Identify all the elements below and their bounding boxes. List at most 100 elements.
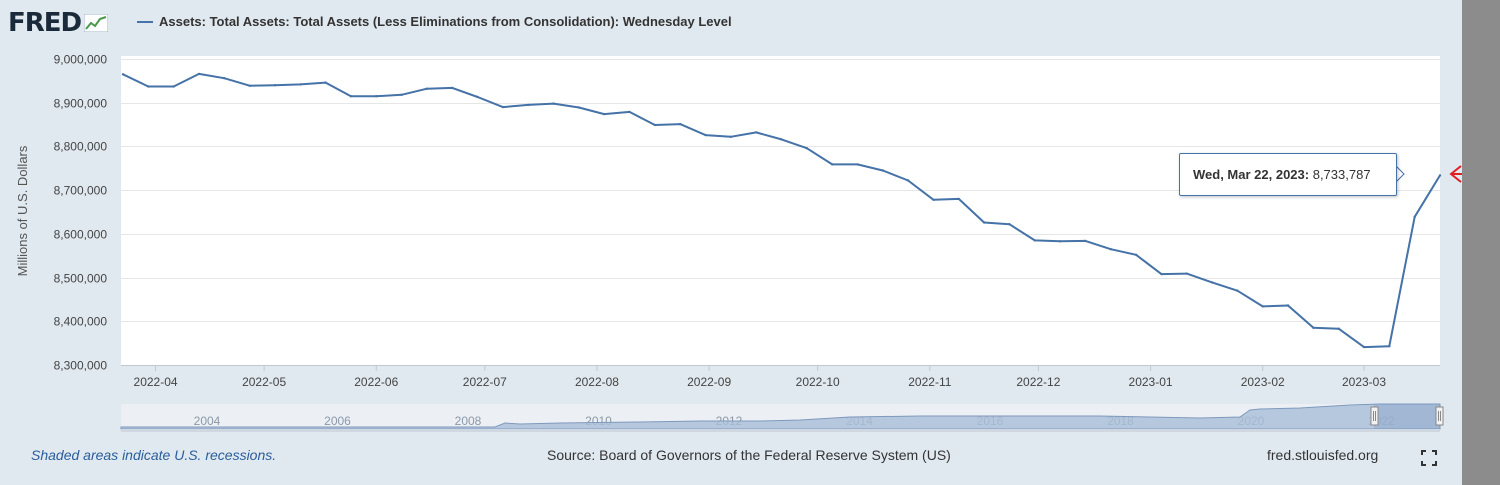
source-note: Source: Board of Governors of the Federa… [547, 447, 951, 463]
site-link[interactable]: fred.stlouisfed.org [1267, 447, 1379, 463]
fullscreen-icon[interactable] [1421, 450, 1437, 466]
data-point[interactable] [1185, 272, 1188, 275]
data-point[interactable] [299, 83, 302, 86]
x-tick-label: 2022-10 [796, 375, 840, 389]
x-tick-label: 2022-08 [575, 375, 619, 389]
data-point[interactable] [729, 135, 732, 138]
data-point[interactable] [1286, 304, 1290, 307]
data-point[interactable] [1312, 326, 1315, 329]
data-point[interactable] [1084, 239, 1087, 243]
data-point[interactable] [982, 221, 986, 224]
navigator-area [120, 403, 1441, 430]
tooltip: Wed, Mar 22, 2023: 8,733,787 [1179, 153, 1397, 196]
data-point[interactable] [1008, 223, 1011, 226]
y-tick-label: 8,700,000 [54, 184, 108, 198]
data-point[interactable] [1337, 327, 1340, 330]
data-point[interactable] [121, 73, 125, 76]
data-point[interactable] [628, 110, 631, 114]
data-point[interactable] [1438, 174, 1442, 177]
x-tick-label: 2022-06 [354, 375, 398, 389]
x-axis-ticks: 2022-04 2022-05 2022-06 2022-07 2022-08 2022-… [134, 365, 1386, 389]
data-point[interactable] [147, 85, 150, 88]
x-tick-label: 2023-01 [1129, 375, 1173, 389]
data-point[interactable] [197, 72, 201, 76]
y-tick-label: 8,600,000 [54, 228, 108, 242]
data-point[interactable] [679, 122, 682, 126]
navigator-scrollbar[interactable] [121, 429, 1440, 432]
data-point[interactable] [1413, 215, 1416, 218]
data-point[interactable] [1058, 240, 1062, 243]
x-tick-label: 2023-03 [1342, 375, 1386, 389]
navigator-handle-right[interactable] [1435, 406, 1444, 426]
data-point[interactable] [1236, 289, 1239, 292]
navigator-label: 2006 [324, 414, 351, 428]
chart-legend[interactable]: Assets: Total Assets: Total Assets (Less… [137, 14, 732, 29]
data-point[interactable] [805, 147, 808, 150]
tooltip-value: 8,733,787 [1312, 167, 1371, 182]
series-points [121, 72, 1442, 349]
legend-series-label: Assets: Total Assets: Total Assets (Less… [159, 14, 732, 29]
data-point[interactable] [349, 95, 353, 98]
data-point[interactable] [172, 85, 175, 88]
data-point[interactable] [501, 105, 505, 109]
data-point[interactable] [755, 131, 758, 134]
data-point[interactable] [603, 112, 606, 116]
plot-area [121, 56, 1440, 366]
data-point[interactable] [476, 95, 479, 99]
tooltip-date: Wed, Mar 22, 2023: [1193, 167, 1310, 182]
data-point[interactable] [527, 103, 530, 107]
data-point[interactable] [223, 77, 226, 80]
x-tick-label: 2022-11 [908, 375, 951, 389]
data-point[interactable] [577, 106, 581, 109]
recession-note: Shaded areas indicate U.S. recessions. [31, 447, 277, 463]
data-point[interactable] [856, 163, 859, 166]
data-point[interactable] [375, 95, 378, 98]
data-point[interactable] [1134, 253, 1138, 256]
data-point[interactable] [273, 84, 277, 87]
x-tick-label: 2022-07 [463, 375, 507, 389]
data-point[interactable] [957, 197, 960, 201]
fred-logo[interactable]: FRED [8, 6, 109, 40]
x-tick-label: 2022-09 [687, 375, 731, 389]
y-tick-label: 8,900,000 [54, 97, 108, 111]
x-tick-label: 2022-04 [134, 375, 178, 389]
data-point[interactable] [400, 93, 403, 97]
y-axis-label: Millions of U.S. Dollars [15, 145, 30, 276]
y-tick-label: 8,800,000 [54, 140, 108, 154]
chart[interactable]: 8,300,000 8,400,000 8,500,000 8,600,000 8,70… [0, 0, 1462, 485]
navigator-label: 2004 [194, 414, 221, 428]
data-point[interactable] [425, 87, 429, 90]
data-point[interactable] [906, 179, 910, 182]
y-tick-label: 9,000,000 [54, 53, 108, 67]
fred-logo-graph-icon [84, 14, 109, 32]
window-edge [1462, 0, 1500, 485]
fred-logo-text: FRED [8, 8, 82, 38]
data-point[interactable] [1362, 345, 1366, 349]
data-point[interactable] [1388, 345, 1391, 348]
data-point[interactable] [1160, 272, 1163, 276]
y-tick-label: 8,300,000 [54, 359, 108, 373]
data-point[interactable] [932, 198, 935, 201]
data-point[interactable] [552, 102, 555, 105]
y-axis-ticks: 8,300,000 8,400,000 8,500,000 8,600,000 8,70… [54, 53, 108, 373]
data-point[interactable] [451, 86, 454, 90]
x-tick-label: 2022-05 [242, 375, 286, 389]
data-point[interactable] [248, 84, 251, 87]
data-point[interactable] [831, 163, 834, 166]
navigator-handle-left[interactable] [1370, 406, 1379, 426]
data-point[interactable] [653, 123, 657, 127]
data-point[interactable] [1033, 239, 1037, 242]
data-point[interactable] [1109, 248, 1113, 251]
data-point[interactable] [704, 133, 707, 137]
data-point[interactable] [881, 169, 884, 172]
left-arrow-icon [1449, 165, 1462, 183]
navigator-selected-range [1374, 404, 1440, 429]
data-point[interactable] [324, 81, 327, 84]
x-tick-label: 2022-12 [1016, 375, 1060, 389]
data-point[interactable] [1210, 281, 1214, 284]
data-point[interactable] [780, 138, 783, 141]
y-tick-label: 8,500,000 [54, 272, 108, 286]
legend-swatch [137, 20, 153, 23]
data-point[interactable] [1261, 305, 1264, 308]
navigator-label: 2008 [455, 414, 482, 428]
